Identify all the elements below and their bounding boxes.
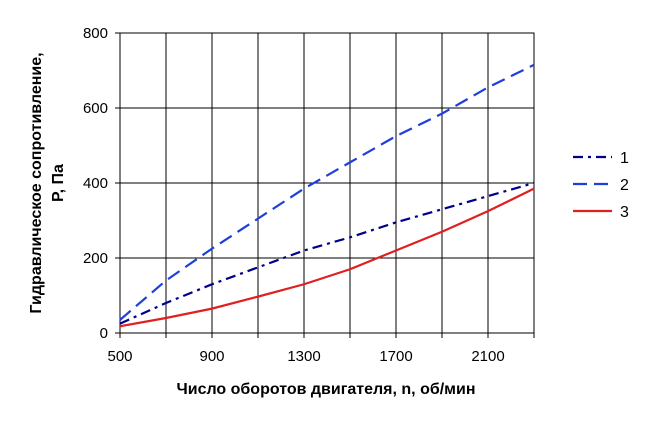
y-tick-label: 0 bbox=[100, 325, 108, 342]
x-tick-label: 900 bbox=[199, 348, 224, 365]
legend-label-2: 2 bbox=[620, 177, 629, 194]
x-tick-label: 1300 bbox=[287, 348, 320, 365]
y-axis-label-line2: P, Па bbox=[50, 164, 67, 202]
x-tick-label: 2100 bbox=[471, 348, 504, 365]
y-tick-label: 200 bbox=[83, 250, 108, 267]
series-lines bbox=[119, 63, 535, 328]
x-tick-label: 500 bbox=[107, 348, 132, 365]
legend-label-1: 1 bbox=[620, 150, 629, 167]
series-line-1 bbox=[119, 181, 535, 325]
y-tick-label: 400 bbox=[83, 175, 108, 192]
y-tick-label: 800 bbox=[83, 25, 108, 42]
grid bbox=[119, 32, 535, 334]
x-tick-label: 1700 bbox=[379, 348, 412, 365]
series-line-3 bbox=[119, 187, 535, 328]
y-axis-label-line1: Гидравлическое сопротивление, bbox=[28, 52, 45, 313]
x-tick-labels: 500 900 1300 1700 2100 bbox=[107, 333, 535, 365]
series-line-2 bbox=[119, 63, 535, 321]
x-axis-label: Число оборотов двигателя, n, об/мин bbox=[176, 381, 475, 398]
legend: 1 2 3 bbox=[573, 150, 629, 221]
y-tick-label: 600 bbox=[83, 100, 108, 117]
y-tick-labels: 0 200 400 600 800 bbox=[83, 25, 120, 342]
legend-label-3: 3 bbox=[620, 204, 629, 221]
